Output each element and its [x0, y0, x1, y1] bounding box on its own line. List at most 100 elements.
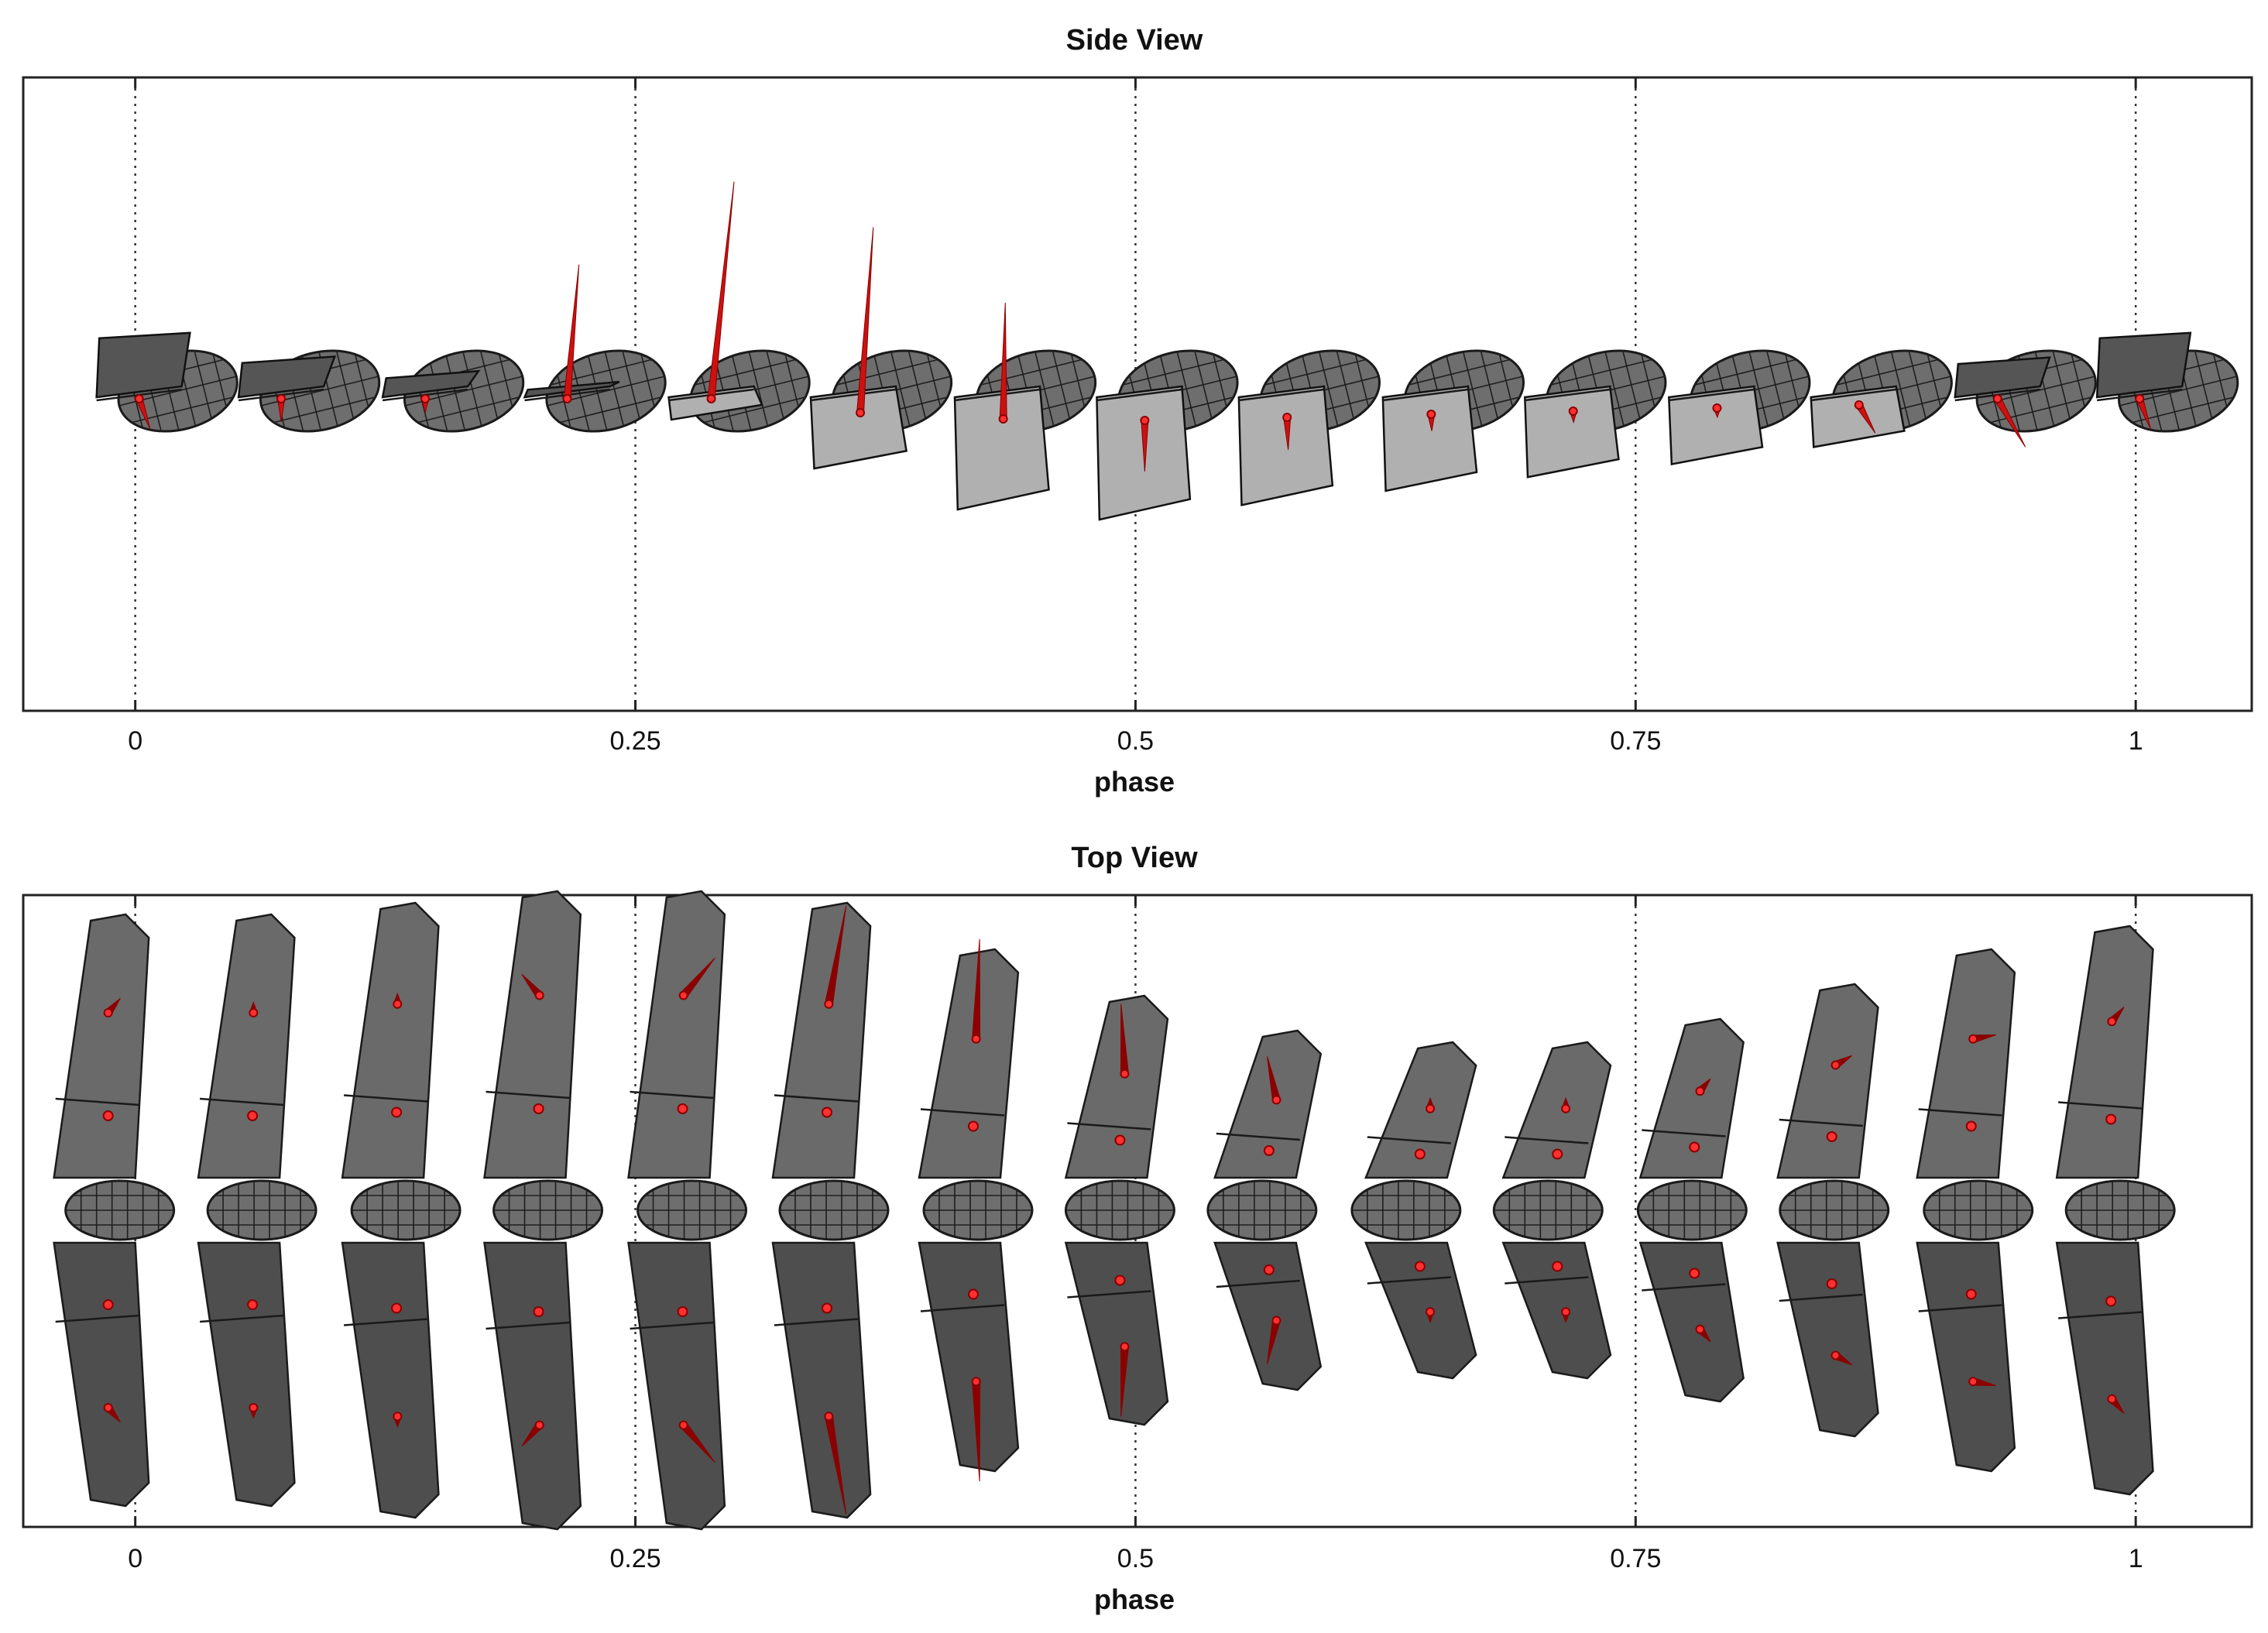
force-origin-dot — [1831, 1350, 1841, 1360]
body-ellipsoid — [1779, 1179, 1890, 1241]
upper-wing — [53, 913, 150, 1179]
body-ellipsoid — [64, 1179, 176, 1241]
body-mesh-line — [417, 396, 520, 424]
force-origin-dot — [821, 1106, 832, 1118]
top-view-frames — [53, 890, 2176, 1531]
tick-label: 0.75 — [1610, 1544, 1661, 1573]
top-frame — [1636, 1017, 1748, 1403]
force-origin-dot — [1426, 410, 1436, 419]
lower-wing — [627, 1241, 726, 1531]
force-origin-dot — [1712, 403, 1722, 413]
lower-wing — [53, 1241, 150, 1508]
wing-hinge-line — [774, 1318, 859, 1326]
upper-wing — [1064, 994, 1169, 1179]
wing-hinge-line — [1810, 388, 1896, 402]
force-origin-dot — [249, 1008, 259, 1017]
wing-plate — [1523, 385, 1620, 479]
force-origin-dot — [2105, 1113, 2117, 1125]
body-mesh-line — [1408, 359, 1511, 386]
side-frame — [381, 349, 525, 433]
tick-label: 0.25 — [609, 726, 660, 756]
body-ellipsoid — [350, 1179, 461, 1241]
body-mesh-line — [980, 359, 1083, 386]
force-origin-dot — [971, 1377, 981, 1387]
wing-hinge-line — [200, 1314, 284, 1323]
body-ellipsoid — [778, 1179, 890, 1241]
wing-plate — [953, 385, 1050, 511]
force-origin-dot — [1114, 1134, 1126, 1146]
wing-hinge-line — [920, 1304, 1005, 1312]
lower-wing — [1064, 1241, 1169, 1426]
force-origin-dot — [247, 1110, 259, 1121]
top-frame — [1916, 948, 2034, 1473]
top-frame — [483, 890, 604, 1531]
upper-wing — [771, 901, 872, 1179]
wing-plate — [381, 369, 481, 399]
body-ellipsoid — [1350, 1179, 1462, 1241]
force-origin-dot — [1695, 1324, 1705, 1334]
wing-hinge-line — [1216, 1132, 1300, 1141]
wing-plate — [2095, 331, 2192, 399]
force-origin-dot — [1968, 1034, 1978, 1044]
top-frame — [341, 901, 461, 1519]
upper-wing — [918, 948, 1020, 1179]
wing-plate — [1381, 385, 1478, 492]
body-mesh-line — [131, 396, 234, 424]
upper-wing — [1638, 1017, 1745, 1179]
side-frame — [1237, 349, 1381, 506]
tick-label: 0 — [128, 1544, 142, 1573]
wing-hinge-line — [344, 1318, 428, 1326]
wing-plate — [667, 385, 763, 421]
body-mesh-line — [703, 396, 806, 424]
wing-hinge-line — [1918, 1304, 2002, 1312]
force-origin-dot — [998, 414, 1008, 424]
force-origin-dot — [391, 1302, 403, 1314]
upper-wing — [2055, 925, 2154, 1179]
wing-hinge-line — [774, 1094, 859, 1103]
side-frame — [1381, 349, 1525, 492]
force-origin-dot — [534, 990, 544, 1000]
wing-hinge-line — [2058, 1311, 2143, 1319]
force-origin-dot — [420, 394, 431, 403]
force-origin-dot — [533, 1306, 544, 1317]
top-view-panel: Top View 0 0.25 0.5 0.75 1 phase — [22, 842, 2253, 1615]
force-origin-dot — [1120, 1069, 1130, 1079]
lower-wing — [197, 1241, 296, 1508]
force-origin-dot — [391, 1106, 403, 1118]
side-frame — [1667, 349, 1811, 466]
lower-wing — [1213, 1241, 1323, 1391]
wing-hinge-line — [55, 1314, 139, 1323]
force-origin-dot — [534, 1420, 544, 1430]
side-frame — [523, 264, 667, 433]
force-origin-dot — [1552, 1261, 1563, 1272]
side-frame — [1523, 349, 1667, 479]
force-origin-dot — [1826, 1278, 1837, 1289]
force-origin-dot — [1695, 1086, 1705, 1096]
body-mesh-line — [1694, 359, 1796, 386]
wing-plate — [523, 380, 620, 399]
wing-plate — [1954, 356, 2051, 399]
body-ellipsoid — [492, 1179, 604, 1241]
force-origin-dot — [1826, 1131, 1837, 1142]
force-origin-dot — [2105, 1295, 2117, 1307]
force-origin-dot — [824, 1412, 834, 1422]
side-frame — [2095, 331, 2239, 433]
force-origin-dot — [1120, 1342, 1130, 1352]
lower-wing — [1916, 1241, 2016, 1473]
force-origin-dot — [1689, 1141, 1700, 1153]
top-frame — [1064, 994, 1175, 1426]
wing-hinge-line — [1525, 388, 1611, 402]
wing-hinge-line — [486, 1321, 570, 1330]
wing-plate — [1810, 385, 1906, 448]
wing-hinge-line — [1779, 1293, 1863, 1302]
force-origin-dot — [1965, 1120, 1977, 1132]
side-view-xlabel: phase — [1094, 766, 1175, 798]
wing-hinge-line — [810, 388, 897, 402]
wing-hinge-line — [1642, 1129, 1726, 1137]
wing-hinge-line — [1505, 1136, 1589, 1144]
force-origin-dot — [1561, 1307, 1571, 1317]
side-view-x-ticks: 0 0.25 0.5 0.75 1 — [128, 77, 2143, 756]
force-origin-dot — [2107, 1017, 2117, 1027]
top-view-x-ticks: 0 0.25 0.5 0.75 1 — [128, 895, 2143, 1573]
